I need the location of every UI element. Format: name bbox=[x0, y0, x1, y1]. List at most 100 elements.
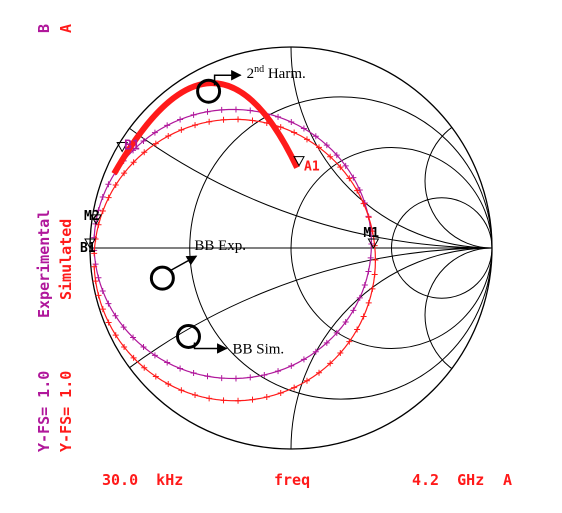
trace-point bbox=[232, 375, 239, 382]
trace-point bbox=[342, 162, 349, 169]
trace-point bbox=[178, 387, 185, 394]
trace-point bbox=[178, 126, 185, 133]
trace-point bbox=[220, 116, 227, 123]
trace-point bbox=[105, 319, 112, 326]
trace-point bbox=[300, 125, 307, 132]
trace-point bbox=[165, 381, 172, 388]
trace-point bbox=[367, 254, 374, 261]
trace-point bbox=[275, 368, 282, 375]
trace-point bbox=[99, 287, 106, 294]
marker-label-b1: B1 bbox=[124, 139, 140, 154]
annotation-harm-text: 2nd Harm. bbox=[247, 64, 306, 82]
trace-point bbox=[99, 306, 106, 313]
marker-label-m2: M2 bbox=[84, 209, 100, 224]
trace-point bbox=[220, 397, 227, 404]
trace-point bbox=[177, 116, 184, 123]
trace-point bbox=[369, 228, 376, 235]
trace-point bbox=[95, 221, 102, 228]
reactance-circle-2-0 bbox=[424, 113, 492, 249]
trace-point bbox=[371, 271, 378, 278]
trace-point bbox=[365, 299, 372, 306]
trace-point bbox=[130, 334, 137, 341]
trace-point bbox=[112, 181, 119, 188]
trace-point bbox=[91, 263, 98, 270]
trace-point bbox=[152, 140, 159, 147]
marker-triangle bbox=[116, 142, 129, 153]
trace-point bbox=[337, 350, 344, 357]
marker-m2: M2 bbox=[84, 209, 102, 225]
trace-point bbox=[152, 373, 159, 380]
trace-point bbox=[204, 373, 211, 380]
callout-arrow bbox=[213, 69, 242, 86]
trace-a-baseband bbox=[91, 116, 379, 404]
trace-point bbox=[121, 343, 128, 350]
trace-point bbox=[235, 116, 242, 123]
trace-point bbox=[105, 300, 112, 307]
callout-arrow bbox=[193, 342, 228, 354]
trace-point bbox=[99, 194, 106, 201]
trace-point bbox=[249, 396, 256, 403]
trace-point bbox=[354, 187, 361, 194]
trace-point bbox=[141, 149, 148, 156]
marker-layer: M1 M2 A1 B1 B1 bbox=[80, 139, 380, 256]
trace-point bbox=[120, 324, 127, 331]
trace-point bbox=[327, 360, 334, 367]
trace-point bbox=[261, 371, 268, 378]
marker-ba1: B1 bbox=[80, 238, 96, 256]
marker-m1: M1 bbox=[363, 226, 380, 250]
trace-point bbox=[316, 369, 323, 376]
trace-layer bbox=[91, 80, 379, 404]
trace-point bbox=[291, 129, 298, 136]
marker-label-m1: M1 bbox=[363, 226, 379, 241]
marker-label-ba1: B1 bbox=[80, 241, 96, 256]
trace-point bbox=[354, 326, 361, 333]
trace-point bbox=[95, 274, 102, 281]
trace-point bbox=[92, 261, 99, 268]
trace-point bbox=[112, 332, 119, 339]
trace-point bbox=[350, 174, 357, 181]
trace-point bbox=[323, 339, 330, 346]
trace-point bbox=[105, 194, 112, 201]
trace-point bbox=[333, 152, 340, 159]
trace-point bbox=[303, 377, 310, 384]
callout-arrow bbox=[168, 255, 198, 272]
sweep-start-label: 30.0 kHz bbox=[102, 471, 183, 489]
trace-point bbox=[249, 117, 256, 124]
sweep-param-label: freq bbox=[274, 471, 310, 489]
sweep-stop-label: 4.2 GHz bbox=[412, 471, 484, 489]
channel-label-simulated: Simulated bbox=[57, 219, 75, 300]
trace-point bbox=[288, 362, 295, 369]
annotation-bbsim: BB Sim. bbox=[175, 323, 284, 357]
trace-point bbox=[323, 142, 330, 149]
trace-point bbox=[141, 364, 148, 371]
trace-point bbox=[346, 338, 353, 345]
trace-point bbox=[361, 281, 368, 288]
trace-point bbox=[333, 329, 340, 336]
trace-point bbox=[369, 285, 376, 292]
full-scale-label-a: Y-FS= 1.0 bbox=[57, 371, 75, 452]
trace-point bbox=[303, 136, 310, 143]
trace-point bbox=[312, 348, 319, 355]
trace-point bbox=[247, 107, 254, 114]
callout-circle bbox=[175, 323, 201, 349]
trace-point bbox=[140, 344, 147, 351]
trace-point bbox=[316, 144, 323, 151]
reactance-circle-2-1 bbox=[424, 247, 492, 383]
trace-point bbox=[275, 113, 282, 120]
trace-point bbox=[232, 106, 239, 113]
marker-a1: A1 bbox=[293, 156, 320, 175]
channel-label-experimental: Experimental bbox=[35, 210, 53, 318]
sweep-stop-channel: A bbox=[503, 471, 512, 489]
trace-point bbox=[360, 313, 367, 320]
marker-triangle bbox=[293, 156, 305, 167]
trace-point bbox=[277, 124, 284, 131]
callout-circle bbox=[149, 265, 175, 291]
full-scale-label-b: Y-FS= 1.0 bbox=[35, 371, 53, 452]
trace-point bbox=[190, 370, 197, 377]
trace-point bbox=[356, 294, 363, 301]
annotation-layer: 2nd Harm. BB Exp. BB Sim. bbox=[149, 64, 306, 357]
trace-point bbox=[263, 394, 270, 401]
trace-point bbox=[365, 214, 372, 221]
trace-point bbox=[91, 250, 98, 257]
